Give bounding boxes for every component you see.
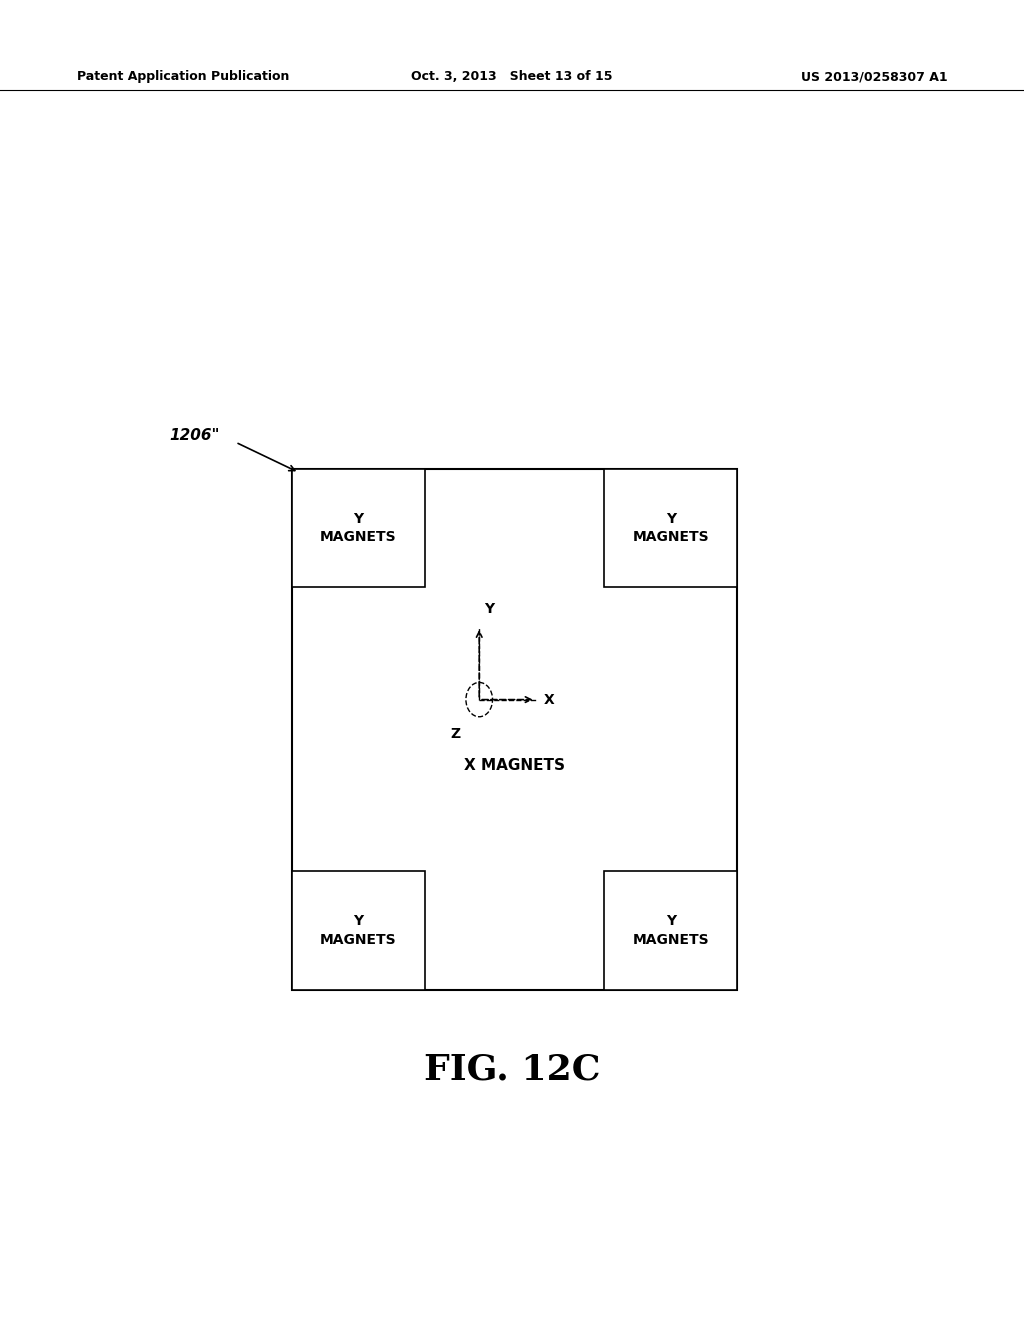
- Bar: [604, 871, 737, 990]
- Bar: [292, 469, 737, 990]
- Text: Y
MAGNETS: Y MAGNETS: [321, 512, 396, 544]
- Text: X: X: [544, 693, 554, 706]
- Text: FIG. 12C: FIG. 12C: [424, 1052, 600, 1086]
- Text: Patent Application Publication: Patent Application Publication: [77, 70, 289, 83]
- Text: Y
MAGNETS: Y MAGNETS: [321, 915, 396, 946]
- Text: Y: Y: [484, 602, 495, 616]
- Text: Oct. 3, 2013   Sheet 13 of 15: Oct. 3, 2013 Sheet 13 of 15: [412, 70, 612, 83]
- Text: X MAGNETS: X MAGNETS: [464, 758, 564, 774]
- Bar: [604, 469, 737, 587]
- Text: Y
MAGNETS: Y MAGNETS: [633, 915, 709, 946]
- Text: 1206": 1206": [170, 428, 220, 444]
- Text: Y
MAGNETS: Y MAGNETS: [633, 512, 709, 544]
- Bar: [292, 469, 425, 587]
- Text: Z: Z: [451, 727, 461, 742]
- Text: US 2013/0258307 A1: US 2013/0258307 A1: [801, 70, 947, 83]
- Bar: [292, 871, 425, 990]
